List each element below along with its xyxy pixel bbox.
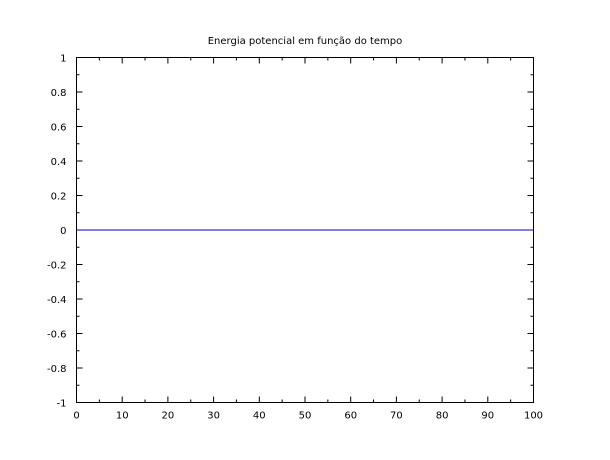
- y-tick-label: -0.2: [47, 261, 67, 272]
- y-tick-label: 0.4: [51, 157, 67, 168]
- x-tick-label: 70: [390, 411, 403, 422]
- x-tick-label: 50: [299, 411, 312, 422]
- y-tick-label: -0.8: [47, 364, 67, 375]
- y-tick-label: -1: [57, 399, 67, 410]
- y-tick-label: 0: [60, 226, 66, 237]
- x-tick-label: 60: [344, 411, 357, 422]
- y-tick-label: 0.6: [51, 123, 67, 134]
- y-tick-label: 1: [60, 54, 66, 65]
- x-tick-label: 0: [73, 411, 79, 422]
- x-tick-label: 20: [162, 411, 175, 422]
- y-tick-label: 0.8: [51, 88, 67, 99]
- x-tick-label: 100: [524, 411, 543, 422]
- y-axis: 1 0.8 0.6 0.4 0.2 0 -0.2 -0.4 -0.6 -0.8 -1: [47, 54, 534, 410]
- x-tick-label: 80: [436, 411, 449, 422]
- y-tick-label: -0.6: [47, 330, 67, 341]
- y-tick-label: -0.4: [47, 295, 67, 306]
- plot-area-frame: [76, 57, 534, 403]
- x-axis: 0 10 20 30 40 50 60 70 80 90 100: [73, 57, 543, 422]
- x-tick-label: 30: [207, 411, 220, 422]
- x-tick-label: 90: [481, 411, 494, 422]
- chart-title: Energia potencial em função do tempo: [208, 36, 403, 47]
- x-tick-label: 10: [116, 411, 129, 422]
- x-tick-label: 40: [253, 411, 266, 422]
- y-tick-label: 0.2: [51, 192, 67, 203]
